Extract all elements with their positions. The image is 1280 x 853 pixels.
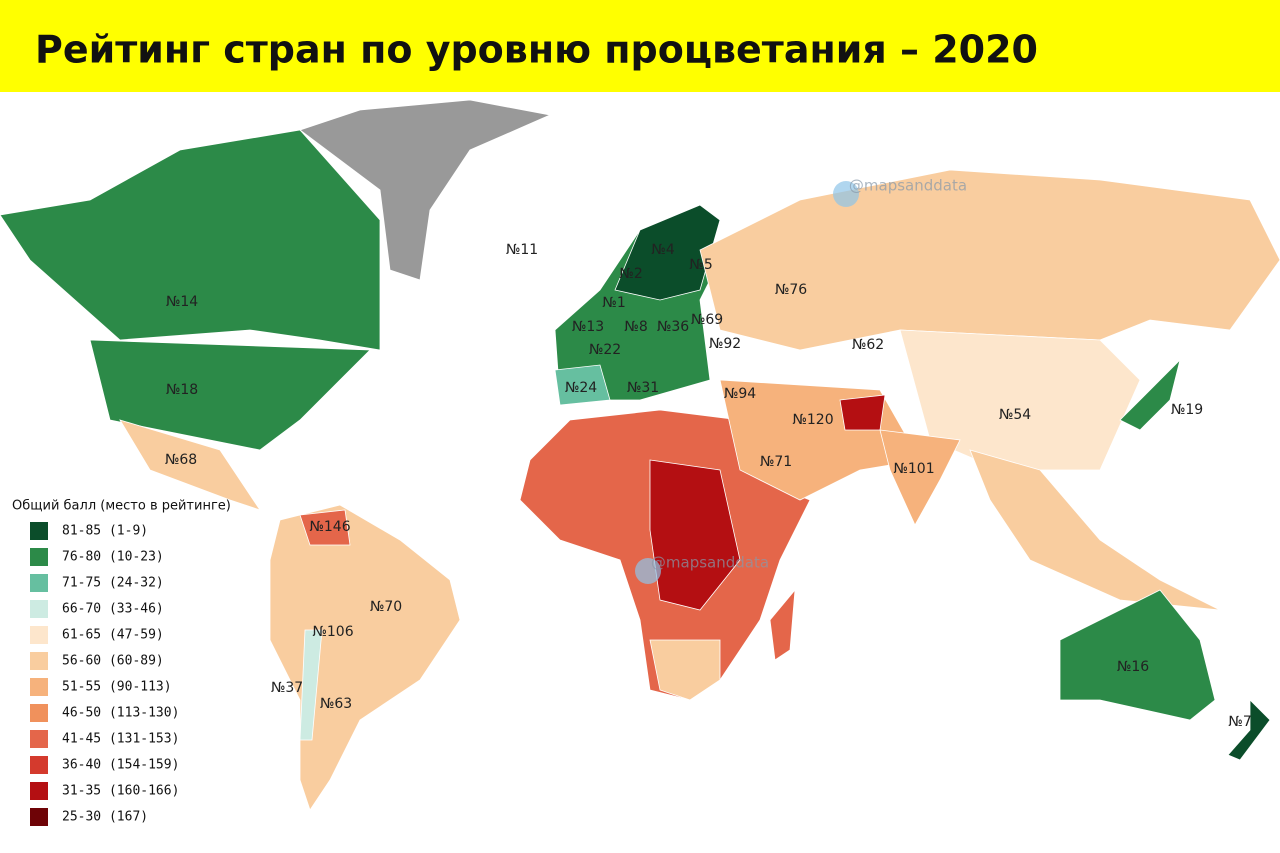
scandinavia xyxy=(614,204,721,301)
watermark: @mapsanddata xyxy=(849,177,967,195)
legend-label: 61-65 (47-59) xyxy=(62,628,164,643)
map-label: №13 xyxy=(572,319,604,335)
legend-swatch xyxy=(30,678,48,696)
map-label: №16 xyxy=(1117,659,1149,675)
russia xyxy=(699,169,1280,351)
map-label: №71 xyxy=(760,454,792,470)
map-label: №8 xyxy=(624,319,647,335)
watermark-icon xyxy=(833,181,859,207)
legend-swatch xyxy=(30,782,48,800)
map-label: №14 xyxy=(166,294,198,310)
map-label: №2 xyxy=(619,266,642,282)
map-label: №92 xyxy=(709,336,741,352)
map-label: №24 xyxy=(565,380,597,396)
map-label: №101 xyxy=(893,461,934,477)
map-label: №37 xyxy=(271,680,303,696)
se-asia xyxy=(969,449,1221,611)
legend-swatch xyxy=(30,808,48,826)
map-label: №62 xyxy=(852,337,884,353)
map-label: №69 xyxy=(691,312,723,328)
legend-label: 51-55 (90-113) xyxy=(62,680,172,695)
legend-label: 81-85 (1-9) xyxy=(62,524,148,539)
legend-swatch xyxy=(30,756,48,774)
map xyxy=(0,99,1280,811)
central-africa xyxy=(649,459,741,611)
usa xyxy=(89,339,371,451)
canada xyxy=(0,129,381,351)
legend-swatch xyxy=(30,574,48,592)
legend-label: 31-35 (160-166) xyxy=(62,784,179,799)
legend-label: 25-30 (167) xyxy=(62,810,148,825)
legend-label: 46-50 (113-130) xyxy=(62,706,179,721)
south-america xyxy=(269,504,461,811)
title: Рейтинг стран по уровню процветания – 20… xyxy=(35,28,1038,72)
map-label: №36 xyxy=(657,319,689,335)
map-label: №106 xyxy=(312,624,353,640)
legend-swatch xyxy=(30,600,48,618)
legend-title: Общий балл (место в рейтинге) xyxy=(12,499,231,514)
madagascar xyxy=(769,588,796,661)
map-label: №31 xyxy=(627,380,659,396)
legend-swatch xyxy=(30,704,48,722)
watermark: @mapsanddata xyxy=(651,554,769,572)
map-label: №70 xyxy=(370,599,402,615)
japan xyxy=(1119,358,1181,431)
header-bar xyxy=(0,0,1280,92)
legend-label: 36-40 (154-159) xyxy=(62,758,179,773)
afghanistan xyxy=(839,394,886,431)
map-label: №22 xyxy=(589,342,621,358)
legend-label: 71-75 (24-32) xyxy=(62,576,164,591)
legend-swatch xyxy=(30,548,48,566)
legend-swatch xyxy=(30,652,48,670)
legend-swatch xyxy=(30,626,48,644)
mexico xyxy=(119,419,261,511)
legend-swatch xyxy=(30,522,48,540)
chile xyxy=(299,629,323,741)
legend-swatch xyxy=(30,730,48,748)
map-label: №1 xyxy=(602,295,625,311)
legend-label: 66-70 (33-46) xyxy=(62,602,164,617)
map-label: №18 xyxy=(166,382,198,398)
map-label: №120 xyxy=(792,412,833,428)
southern-africa xyxy=(649,639,721,701)
greenland xyxy=(299,99,552,281)
new-zealand xyxy=(1227,699,1271,761)
map-label: №11 xyxy=(506,242,538,258)
legend-label: 56-60 (60-89) xyxy=(62,654,164,669)
map-label: №54 xyxy=(999,407,1031,423)
map-label: №146 xyxy=(309,519,350,535)
legend-label: 41-45 (131-153) xyxy=(62,732,179,747)
map-label: №63 xyxy=(320,696,352,712)
map-label: №68 xyxy=(165,452,197,468)
australia xyxy=(1059,589,1216,721)
map-label: №94 xyxy=(724,386,756,402)
venezuela xyxy=(299,509,351,546)
map-label: №7 xyxy=(1228,714,1251,730)
map-label: №19 xyxy=(1171,402,1203,418)
map-label: №5 xyxy=(689,257,712,273)
legend-label: 76-80 (10-23) xyxy=(62,550,164,565)
iberia xyxy=(554,364,611,406)
india xyxy=(879,429,961,526)
map-label: №76 xyxy=(775,282,807,298)
map-label: №4 xyxy=(651,242,675,258)
watermark-icon xyxy=(635,558,661,584)
